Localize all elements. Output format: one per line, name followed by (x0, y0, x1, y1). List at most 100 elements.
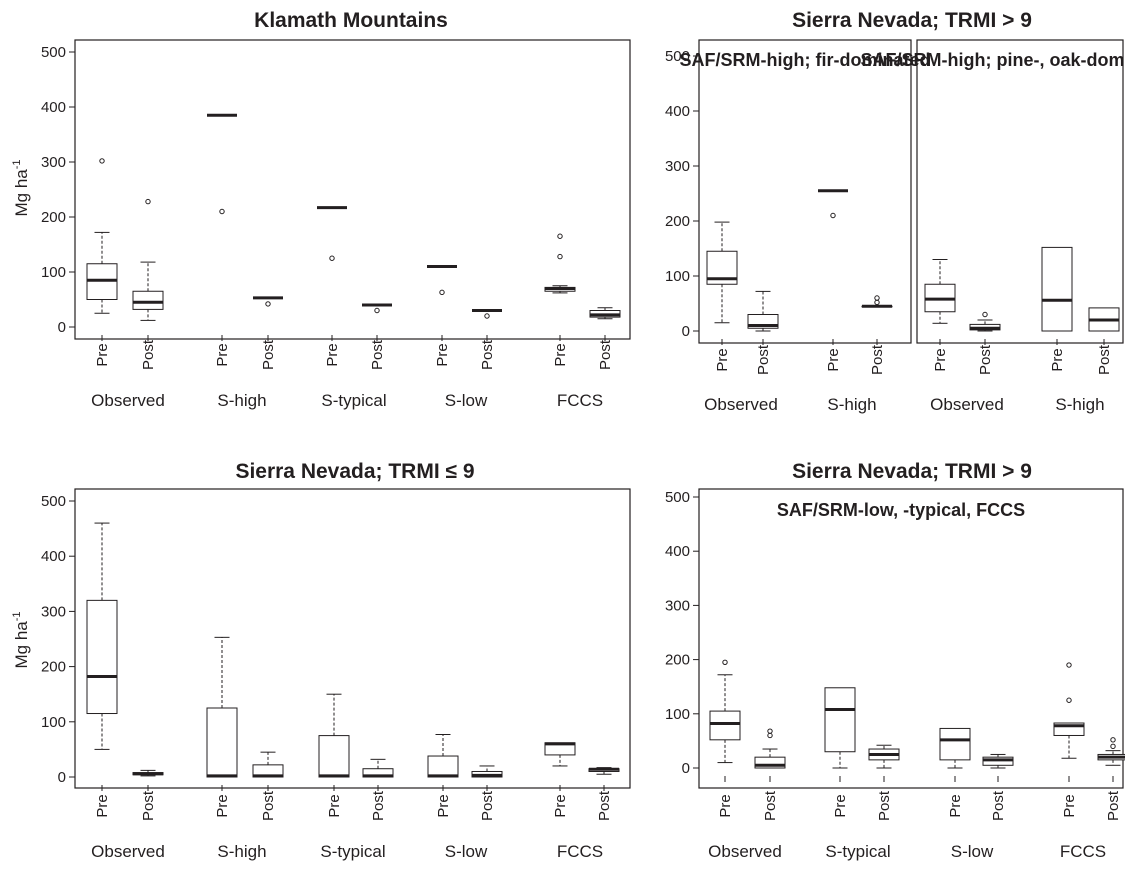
x-group-label: Observed (91, 842, 165, 861)
y-tick-label: 300 (665, 158, 690, 175)
outlier-point (830, 212, 836, 219)
x-group-label: S-low (445, 842, 488, 861)
box-s-high-pre (1041, 246, 1073, 332)
box-observed-post (969, 311, 1001, 332)
x-item-label: Post (762, 790, 779, 821)
panel-frame-fir (698, 39, 912, 344)
x-item-label: Pre (214, 794, 231, 817)
x-group-label: FCCS (557, 842, 603, 861)
outlier-point (874, 295, 880, 301)
y-tick-label: 100 (665, 706, 690, 723)
box-observed-pre (706, 221, 738, 324)
panel-frame-sierra-low-trmi (74, 488, 631, 789)
box-s-low-post (982, 753, 1014, 769)
box-iqr (86, 599, 118, 715)
x-item-label: Post (977, 344, 994, 375)
panel-title-sierra-low-trmi: Sierra Nevada; TRMI ≤ 9 (235, 460, 474, 483)
panel-subtitle-sierra-bottom: SAF/SRM-low, -typical, FCCS (777, 500, 1025, 520)
outlier-point (767, 732, 773, 739)
box-s-low-post (472, 309, 502, 319)
box-s-typical-pre (824, 687, 856, 769)
panel-title-klamath: Klamath Mountains (254, 9, 448, 32)
x-group-label: Observed (930, 395, 1004, 414)
x-item-label: Pre (717, 794, 734, 817)
x-item-label: Post (479, 790, 496, 821)
outlier-point (329, 255, 335, 261)
outlier-point (1066, 697, 1072, 703)
box-observed-post (132, 769, 164, 777)
box-fccs-post (588, 767, 620, 775)
y-tick-label: 100 (41, 714, 66, 731)
x-item-label: Post (1105, 790, 1122, 821)
outlier-point (265, 301, 271, 307)
outlier-point (484, 313, 490, 319)
box-observed-pre (709, 659, 741, 764)
y-tick-label: 400 (41, 99, 66, 116)
outlier-point (1066, 662, 1072, 668)
y-tick-label: 500 (665, 489, 690, 506)
box-observed-post (754, 728, 786, 769)
box-s-typical-pre (318, 693, 350, 778)
x-item-label: Post (755, 344, 772, 375)
x-item-label: Post (370, 790, 387, 821)
x-item-label: Pre (324, 343, 341, 366)
box-iqr (132, 290, 164, 310)
x-item-label: Pre (434, 343, 451, 366)
x-group-label: S-typical (320, 842, 385, 861)
x-group-label: FCCS (1060, 842, 1106, 861)
box-iqr (318, 735, 350, 778)
y-tick-label: 300 (41, 603, 66, 620)
y-tick-label: 400 (665, 543, 690, 560)
x-group-label: S-typical (321, 391, 386, 410)
x-group-label: S-high (1055, 395, 1104, 414)
box-s-low-pre (427, 265, 457, 296)
x-item-label: Pre (435, 794, 452, 817)
box-s-low-pre (427, 733, 459, 778)
outlier-point (145, 198, 151, 205)
x-item-label: Pre (932, 348, 949, 371)
box-s-typical-post (362, 758, 394, 778)
x-item-label: Post (479, 339, 496, 370)
box-iqr (754, 756, 786, 769)
y-tick-label: 200 (665, 213, 690, 230)
box-observed-pre (86, 158, 118, 314)
outlier-point (557, 253, 563, 260)
box-iqr (824, 687, 856, 753)
box-iqr (206, 707, 238, 778)
x-item-label: Post (596, 790, 613, 821)
x-group-label: FCCS (557, 391, 603, 410)
outlier-point (722, 659, 728, 666)
x-item-label: Post (140, 339, 157, 370)
x-item-label: Post (140, 790, 157, 821)
y-tick-label: 500 (41, 493, 66, 510)
x-item-label: Pre (214, 343, 231, 366)
x-item-label: Pre (552, 794, 569, 817)
panel-title-sierra-high-trmi-top: Sierra Nevada; TRMI > 9 (792, 9, 1032, 32)
y-tick-label: 400 (665, 103, 690, 120)
y-tick-label: 0 (682, 323, 690, 340)
box-observed-post (747, 290, 779, 332)
box-fccs-pre (544, 233, 576, 294)
x-item-label: Pre (552, 343, 569, 366)
box-s-low-post (471, 765, 503, 778)
x-item-label: Post (260, 339, 277, 370)
box-fccs-pre (1053, 662, 1085, 759)
panel-subtitle-pine-oak: SAF/SRM-high; pine-, oak-dominated (861, 50, 1125, 70)
panel-frame-klamath (74, 39, 631, 340)
outlier-point (219, 208, 225, 215)
y-tick-label: 100 (665, 268, 690, 285)
box-s-high-post (253, 296, 283, 307)
y-tick-label: 500 (665, 48, 690, 65)
outlier-point (874, 299, 880, 306)
x-item-label: Pre (825, 348, 842, 371)
x-group-label: S-high (827, 395, 876, 414)
y-axis-label-bottom: Mg ha-1 (11, 611, 31, 668)
outlier-point (99, 158, 105, 164)
y-tick-label: 400 (41, 548, 66, 565)
y-tick-label: 200 (665, 652, 690, 669)
x-item-label: Pre (947, 794, 964, 817)
x-item-label: Pre (1061, 794, 1078, 817)
y-tick-label: 300 (665, 597, 690, 614)
box-s-high-post (1088, 307, 1120, 332)
y-tick-label: 0 (682, 760, 690, 777)
